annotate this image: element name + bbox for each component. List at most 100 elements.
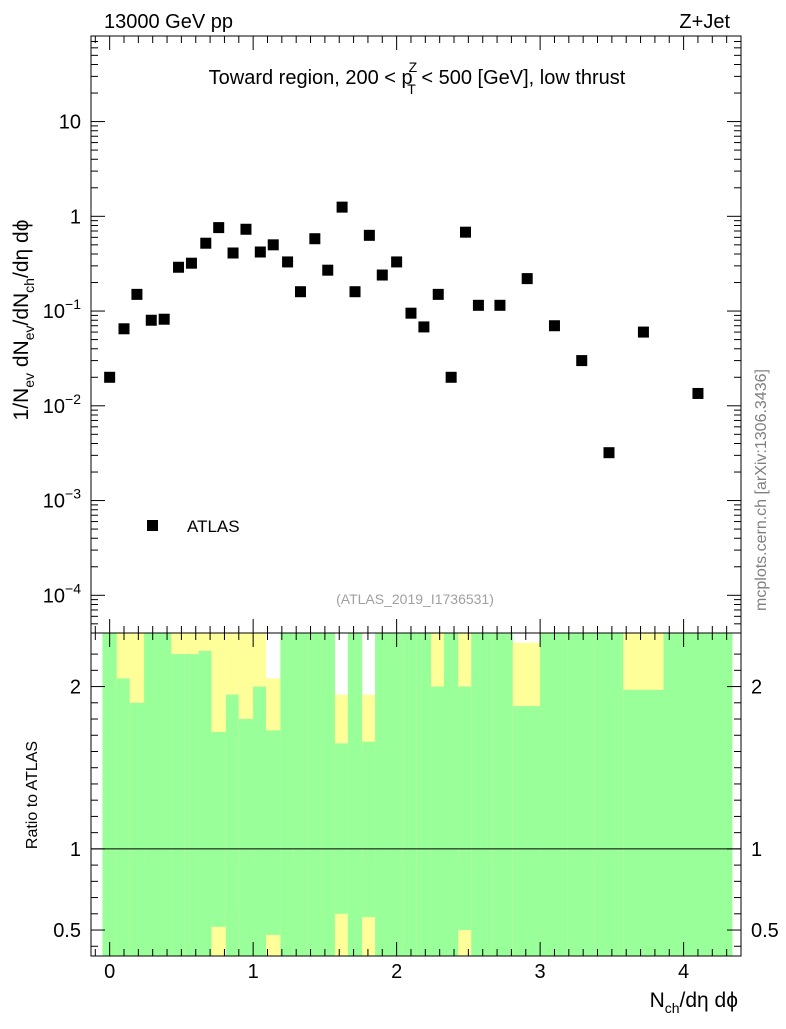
data-point <box>576 355 588 367</box>
stat-band <box>375 633 390 956</box>
data-markers <box>104 201 704 459</box>
main-y-tick-label: 10−3 <box>43 486 81 513</box>
ratio-ylabel-group: Ratio to ATLAS <box>24 741 41 849</box>
label-part: N <box>650 989 665 1012</box>
stat-band <box>171 654 185 956</box>
data-point <box>309 233 321 245</box>
data-point <box>349 286 361 298</box>
main-y-tick-label: 10−2 <box>43 391 81 418</box>
tick-base: 10 <box>43 585 65 607</box>
tick-base: 10 <box>43 396 65 418</box>
legend: ATLAS <box>147 517 240 536</box>
label-part: /dη dϕ <box>680 989 738 1012</box>
label-part: 1/N <box>10 388 33 421</box>
process-label: Z+Jet <box>679 11 730 33</box>
stat-band <box>471 633 493 956</box>
analysis-id: (ATLAS_2019_I1736531) <box>336 591 494 607</box>
stat-band <box>389 633 403 956</box>
label-part: ch <box>21 278 37 293</box>
stat-band <box>307 633 321 956</box>
ratio-y-axis-label: Ratio to ATLAS <box>24 741 41 849</box>
data-point <box>494 299 506 311</box>
data-point <box>294 286 306 298</box>
tick-base: 10 <box>43 301 65 323</box>
data-point <box>158 313 170 325</box>
ratio-frame <box>90 632 742 957</box>
data-point <box>118 323 130 335</box>
stat-band <box>211 732 226 927</box>
stat-band <box>320 633 335 956</box>
main-y-tick-label: 10−1 <box>43 296 81 323</box>
data-point <box>227 247 239 259</box>
ratio-y-tick-label: 2 <box>70 677 81 699</box>
stat-band <box>512 706 541 956</box>
stat-band <box>347 633 363 956</box>
data-point <box>336 201 348 213</box>
main-y-tick-label: 10−4 <box>43 580 81 607</box>
main-y-tick-label: 1 <box>70 206 81 228</box>
data-point <box>200 237 212 249</box>
stat-band <box>198 650 212 956</box>
stat-band <box>293 633 308 956</box>
stat-band <box>184 654 199 956</box>
data-point <box>445 371 457 383</box>
data-point <box>603 447 615 459</box>
main-ylabel-group: 1/Nev dNev/dNch/dη dϕ <box>10 220 37 421</box>
stat-band <box>443 633 459 956</box>
data-point <box>376 269 388 281</box>
ratio-y-tick-label-right: 1 <box>751 839 762 861</box>
stat-band <box>362 741 376 918</box>
label-part: ev <box>21 325 37 340</box>
x-axis-label: Nch/dη dϕ <box>650 989 738 1016</box>
label-part: /dη dϕ <box>10 220 33 278</box>
stat-band <box>431 686 444 956</box>
ratio-y-tick-label-right: 0.5 <box>751 920 779 942</box>
region-sup: Z <box>409 59 418 75</box>
main-y-tick-label: 10 <box>59 112 81 134</box>
main-y-axis-label: 1/Nev dNev/dNch/dη dϕ <box>10 220 37 421</box>
data-point <box>418 321 430 333</box>
label-part: ch <box>665 1000 680 1016</box>
ratio-y-tick-label: 1 <box>70 839 81 861</box>
data-point <box>213 222 225 234</box>
ratio-y-tick-label: 0.5 <box>53 920 81 942</box>
stat-band <box>416 633 432 956</box>
stat-band <box>334 743 348 914</box>
side-label-group: mcplots.cern.ch [arXiv:1306.3436] <box>753 369 770 611</box>
stat-band <box>253 686 267 956</box>
stat-band <box>266 730 281 935</box>
legend-marker <box>147 520 158 531</box>
stat-band <box>157 633 172 956</box>
stat-band <box>102 633 117 956</box>
tick-exponent: −1 <box>65 296 81 312</box>
x-tick-label: 3 <box>535 961 546 983</box>
data-point <box>282 256 294 268</box>
stat-band <box>623 689 664 956</box>
x-tick-label: 0 <box>104 961 115 983</box>
data-point <box>521 273 533 285</box>
legend-label: ATLAS <box>187 517 240 536</box>
x-tick-label: 4 <box>678 961 689 983</box>
stat-band <box>144 633 158 956</box>
region-label: Toward region, 200 < pZ T < 500 [GeV], lo… <box>209 59 626 97</box>
tick-exponent: −4 <box>65 580 81 596</box>
label-part: ev <box>21 373 37 388</box>
stat-band <box>567 633 595 956</box>
data-point <box>391 256 403 268</box>
stat-band <box>492 633 513 956</box>
stat-band <box>129 702 145 956</box>
data-point <box>254 246 266 258</box>
region-sub: T <box>407 81 416 97</box>
data-point <box>363 229 375 241</box>
data-point <box>185 257 197 269</box>
data-point <box>145 314 157 326</box>
tick-exponent: −3 <box>65 486 81 502</box>
data-point <box>131 288 143 300</box>
data-point <box>173 261 185 273</box>
label-part: dN <box>10 340 33 373</box>
data-point <box>104 371 116 383</box>
data-point <box>692 387 704 399</box>
stat-band <box>280 633 294 956</box>
label-part: /dN <box>10 293 33 326</box>
